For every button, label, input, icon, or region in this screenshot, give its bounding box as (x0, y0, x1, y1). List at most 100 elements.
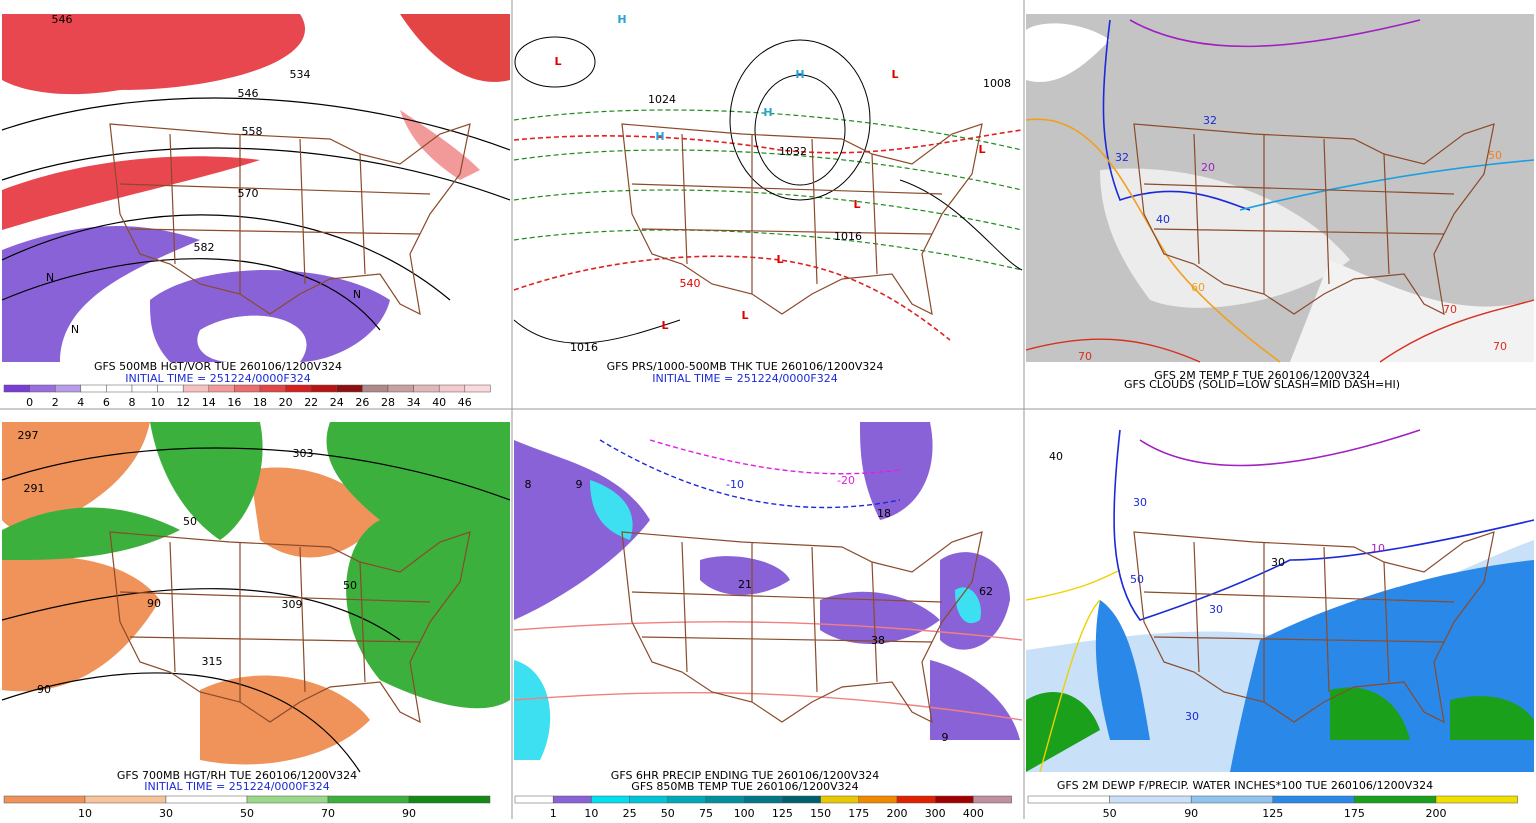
colorbar-label: 14 (202, 396, 216, 409)
map-label: 38 (871, 634, 885, 647)
maps (1, 14, 1535, 773)
colorbar-label: 18 (253, 396, 267, 409)
map-pressure-thickness (513, 14, 1023, 362)
map-label: 570 (238, 187, 259, 200)
map-label: 30 (1209, 603, 1223, 616)
colorbar-label: 175 (1344, 807, 1365, 819)
colorbar-swatch (552, 795, 592, 804)
caption: GFS 700MB HGT/RH TUE 260106/1200V324 (117, 769, 357, 782)
colorbar-swatch (3, 384, 30, 393)
map-label: 9 (942, 731, 949, 744)
map-label: H (617, 13, 626, 26)
map-label: H (795, 68, 804, 81)
map-label: 582 (194, 241, 215, 254)
colorbar-swatch (3, 795, 86, 804)
colorbar-swatch (246, 795, 329, 804)
map-label: 30 (1271, 556, 1285, 569)
map-label: 1016 (834, 230, 862, 243)
map-label: 32 (1203, 114, 1217, 127)
colorbar-label: 1 (550, 807, 557, 819)
map-label: 90 (147, 597, 161, 610)
colorbar-swatch (182, 384, 210, 393)
colorbar-swatch (106, 384, 133, 393)
colorbar-label: 20 (279, 396, 293, 409)
colorbar-label: 26 (355, 396, 369, 409)
colorbar-swatch (234, 384, 261, 393)
colorbar-swatch (336, 384, 363, 393)
map-label: H (763, 106, 772, 119)
map-dewpoint-pw (1025, 422, 1535, 773)
caption: INITIAL TIME = 251224/0000F324 (652, 372, 837, 385)
colorbar-label: 50 (1103, 807, 1117, 819)
colorbar-label: 12 (176, 396, 190, 409)
caption: GFS CLOUDS (SOLID=LOW SLASH=MID DASH=HI) (1124, 378, 1400, 391)
colorbar-swatch (464, 384, 491, 393)
colorbar-swatch (782, 795, 821, 804)
colorbar-label: 200 (1426, 807, 1447, 819)
colorbar-label: 10 (78, 807, 92, 819)
map-label: L (661, 319, 668, 332)
colorbar-swatch (1190, 795, 1274, 804)
colorbar-swatch (591, 795, 630, 804)
map-label: 20 (1201, 161, 1215, 174)
colorbar-label: 10 (584, 807, 598, 819)
map-label: 40 (1049, 450, 1063, 463)
map-label: L (853, 198, 860, 211)
colorbar-swatch (54, 384, 82, 393)
map-label: 50 (1130, 573, 1144, 586)
caption: GFS 850MB TEMP TUE 260106/1200V324 (631, 780, 858, 793)
colorbar-label: 150 (810, 807, 831, 819)
map-label: 10 (1371, 542, 1385, 555)
colorbar-label: 8 (129, 396, 136, 409)
colorbar-label: 200 (887, 807, 908, 819)
colorbar-label: 300 (925, 807, 946, 819)
map-label: 30 (1133, 496, 1147, 509)
colorbar-label: 25 (623, 807, 637, 819)
colorbar-swatch (387, 384, 414, 393)
map-label: 297 (18, 429, 39, 442)
map-label: 21 (738, 578, 752, 591)
map-label: 18 (877, 507, 891, 520)
colorbar-swatch (208, 384, 235, 393)
colorbar-label: 75 (699, 807, 713, 819)
colorbar-swatch (1109, 795, 1192, 804)
colorbar-swatch (1354, 795, 1437, 804)
colorbar-label: 90 (402, 807, 416, 819)
caption: GFS 2M DEWP F/PRECIP. WATER INCHES*100 T… (1057, 779, 1433, 792)
map-label: 315 (202, 655, 223, 668)
map-label: 546 (52, 13, 73, 26)
colorbar-swatch (157, 384, 184, 393)
colorbar-swatch (973, 795, 1012, 804)
map-label: -10 (726, 478, 744, 491)
colorbar-swatch (1027, 795, 1110, 804)
map-label: 50 (1488, 149, 1502, 162)
map-label: 30 (1185, 710, 1199, 723)
colorbar-swatch (1272, 795, 1355, 804)
colorbar-swatch (80, 384, 107, 393)
map-label: 309 (282, 598, 303, 611)
colorbar-label: 4 (77, 396, 84, 409)
colorbar-swatch (896, 795, 936, 804)
colorbar-label: 46 (458, 396, 472, 409)
map-label: L (776, 253, 783, 266)
map-label: 8 (525, 478, 532, 491)
colorbar-swatch (413, 384, 440, 393)
colorbar-label: 400 (963, 807, 984, 819)
map-label: 90 (37, 683, 51, 696)
map-label: 1024 (648, 93, 676, 106)
colorbar-label: 2 (52, 396, 59, 409)
colorbar-swatch (705, 795, 745, 804)
map-label: 303 (293, 447, 314, 460)
caption: INITIAL TIME = 251224/0000F324 (125, 372, 310, 385)
colorbar-swatch (438, 384, 466, 393)
map-label: 291 (24, 482, 45, 495)
caption: GFS 2M TEMP F TUE 260106/1200V324 (1154, 369, 1370, 382)
map-label: 9 (576, 478, 583, 491)
colorbar-swatch (131, 384, 158, 393)
colorbar-swatch (165, 795, 248, 804)
map-label: 1016 (570, 341, 598, 354)
map-label: L (741, 309, 748, 322)
colorbar-label: 28 (381, 396, 395, 409)
map-500mb (1, 14, 511, 362)
